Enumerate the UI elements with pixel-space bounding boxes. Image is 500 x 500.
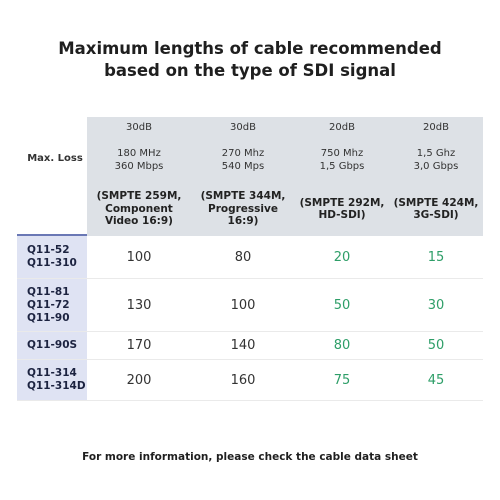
title-line-1: Maximum lengths of cable recommended: [58, 39, 442, 58]
model-cell: Q11-81 Q11-72 Q11-90: [17, 279, 87, 331]
table-row: Q11-52 Q11-310 100 80 20 15: [17, 236, 483, 279]
standard-cell: (SMPTE 344M, Progressive 16:9): [191, 184, 295, 234]
footer-note: For more information, please check the c…: [82, 451, 418, 463]
length-value: 160: [230, 372, 256, 388]
length-value: 45: [427, 372, 445, 388]
standard-row: (SMPTE 259M, Component Video 16:9) (SMPTE …: [17, 184, 483, 234]
loss-cell: 30dB: [87, 117, 191, 136]
loss-row: 30dB 30dB 20dB 20dB: [17, 117, 483, 136]
length-value: 75: [333, 372, 351, 388]
model-cell: Q11-52 Q11-310: [17, 236, 87, 278]
table-row: Q11-90S 170 140 80 50: [17, 332, 483, 360]
frequency-cell: 270 Mhz 540 Mps: [191, 136, 295, 184]
loss-cell: 20dB: [389, 117, 483, 136]
frequency-row: 180 MHz 360 Mbps 270 Mhz 540 Mps 750 Mhz 1,…: [17, 136, 483, 184]
table-row: Q11-314 Q11-314D 200 160 75 45: [17, 360, 483, 401]
length-value: 200: [126, 372, 152, 388]
length-value: 100: [126, 249, 152, 265]
frequency-cell: 1,5 Ghz 3,0 Gbps: [389, 136, 483, 184]
frequency-cell: 750 Mhz 1,5 Gbps: [295, 136, 389, 184]
length-value: 170: [126, 338, 152, 353]
header-divider: [17, 234, 483, 236]
standard-cell: (SMPTE 259M, Component Video 16:9): [87, 184, 191, 234]
length-value: 50: [333, 297, 351, 313]
frequency-cell: 180 MHz 360 Mbps: [87, 136, 191, 184]
title-line-2: based on the type of SDI signal: [104, 61, 396, 80]
length-value: 20: [333, 249, 351, 265]
length-value: 15: [427, 249, 445, 265]
loss-cell: 20dB: [295, 117, 389, 136]
length-value: 30: [427, 297, 445, 313]
max-loss-label: Max. Loss: [27, 153, 83, 164]
loss-cell: 30dB: [191, 117, 295, 136]
length-value: 140: [230, 338, 256, 353]
model-cell: Q11-314 Q11-314D: [17, 360, 87, 400]
model-cell: Q11-90S: [17, 332, 87, 359]
table-row: Q11-81 Q11-72 Q11-90 130 100 50 30: [17, 279, 483, 332]
cable-length-table: 30dB 30dB 20dB 20dB 180 MHz 360 Mbps 270 …: [17, 117, 483, 401]
length-value: 100: [230, 297, 256, 313]
length-value: 130: [126, 297, 152, 313]
length-value: 80: [234, 249, 252, 265]
page-title: Maximum lengths of cable recommended bas…: [0, 38, 500, 82]
standard-cell: (SMPTE 292M, HD-SDI): [295, 184, 389, 234]
length-value: 80: [333, 338, 351, 353]
standard-cell: (SMPTE 424M, 3G-SDI): [389, 184, 483, 234]
length-value: 50: [427, 338, 445, 353]
